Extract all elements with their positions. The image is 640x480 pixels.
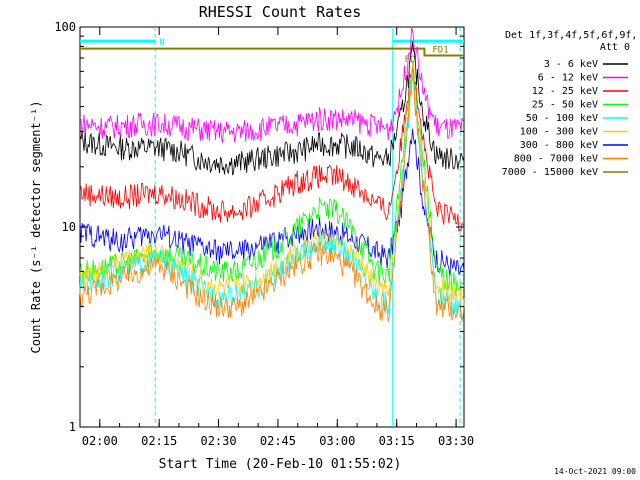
x-tick-label: 02:00 [82, 434, 118, 448]
series-line-1 [79, 41, 465, 176]
x-tick-label: 03:00 [319, 434, 355, 448]
y-tick-label: 1 [69, 420, 76, 434]
y-tick-label: 100 [54, 20, 76, 34]
legend-title: Det 1f,3f,4f,5f,6f,9f,Att 0 [505, 30, 637, 53]
legend-title-line: Det 1f,3f,4f,5f,6f,9f, [505, 30, 637, 41]
legend-label: 300 - 800 keV [520, 140, 598, 151]
x-tick-label: 03:30 [438, 434, 474, 448]
legend-label: 12 - 25 keV [532, 86, 598, 97]
legend-label: 3 - 6 keV [544, 59, 598, 70]
series-line-3 [79, 67, 465, 232]
legend-label: 800 - 7000 keV [514, 154, 598, 165]
legend-label: 7000 - 15000 keV [502, 167, 598, 178]
axis-layer: 02:00 02:15 02:30 02:45 03:00 03:15 03:30 1 10 10… [54, 20, 474, 448]
x-tick-label: 02:45 [260, 434, 296, 448]
legend: 3 - 6 keV 6 - 12 keV 12 - 25 keV 25 - 50 ke… [502, 59, 628, 178]
y-tick-label: 10 [62, 220, 76, 234]
chart-title: RHESSI Count Rates [199, 3, 362, 21]
series-line-5 [79, 75, 465, 320]
y-axis-label: Count Rate (s⁻¹ detector segment⁻¹) [29, 101, 43, 354]
timestamp: 14-Oct-2021 09:00 [554, 467, 636, 476]
x-tick-label: 02:30 [200, 434, 236, 448]
x-tick-label: 03:15 [379, 434, 415, 448]
x-axis-label: Start Time (20-Feb-10 01:55:02) [159, 457, 402, 472]
series-line-4 [79, 61, 465, 297]
annotation-label: FD1 [432, 46, 448, 56]
series-layer [79, 26, 465, 322]
legend-label: 6 - 12 keV [538, 73, 598, 84]
legend-label: 25 - 50 keV [532, 100, 598, 111]
series-line-2 [79, 26, 465, 143]
annotation-label: N [159, 38, 164, 48]
series-line-8 [79, 66, 465, 322]
legend-label: 100 - 300 keV [520, 127, 598, 138]
legend-title-line: Att 0 [600, 42, 630, 53]
x-tick-label: 02:15 [141, 434, 177, 448]
series-line-9 [80, 47, 464, 57]
legend-label: 50 - 100 keV [526, 113, 598, 124]
